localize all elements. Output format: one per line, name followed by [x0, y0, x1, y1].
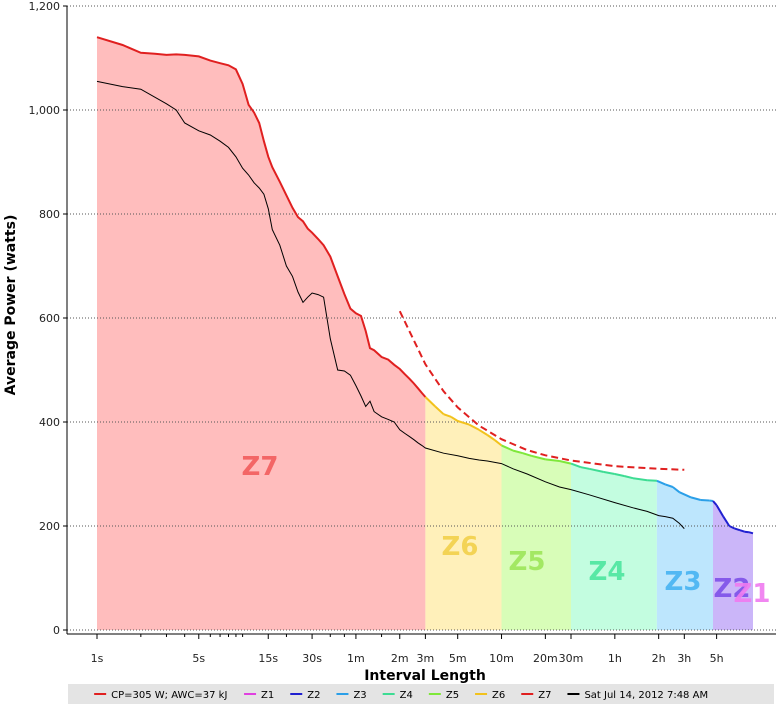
series-segment-z2 — [734, 527, 741, 532]
x-tick-label: 3h — [677, 652, 691, 665]
x-tick-label: 1h — [608, 652, 622, 665]
y-tick-label: 200 — [39, 520, 60, 533]
x-tick-label: 2m — [391, 652, 409, 665]
legend-item-label: Sat Jul 14, 2012 7:48 AM — [584, 690, 708, 701]
series-segment-z6 — [486, 434, 496, 442]
x-tick-label: 20m — [533, 652, 558, 665]
zone-band-z6 — [425, 397, 502, 630]
zone-band-z2 — [713, 501, 753, 630]
x-tick-label: 5s — [192, 652, 205, 665]
y-tick-label: 600 — [39, 312, 60, 325]
axes — [63, 5, 776, 639]
series-lines — [96, 36, 754, 535]
series-segment-z4 — [647, 479, 657, 482]
series-line-ride — [96, 80, 685, 529]
series-segment-z4 — [603, 470, 615, 475]
legend-item-label: Z3 — [353, 690, 366, 701]
series-segment-z2 — [712, 500, 718, 506]
legend: CP=305 W; AWC=37 kJ Z1 Z2 Z3 Z4 Z5 Z6 Z7 Sat Jul… — [68, 684, 774, 704]
series-segment-z2 — [722, 516, 731, 527]
series-segment-z6 — [450, 415, 459, 422]
y-tick-label: 1,200 — [29, 0, 61, 13]
series-segment-z3 — [664, 483, 674, 488]
series-segment-z6 — [424, 396, 436, 408]
zone-label-z6: Z6 — [442, 532, 479, 562]
x-tick-label: 5h — [710, 652, 724, 665]
series-segment-z3 — [700, 499, 710, 502]
zone-bands — [97, 37, 753, 630]
series-segment-z6 — [468, 423, 480, 431]
legend-item-label: Z1 — [261, 690, 274, 701]
series-segment-z4 — [624, 475, 634, 480]
series-segment-z4 — [580, 466, 590, 470]
zone-band-z7 — [97, 37, 426, 630]
zone-label-z7: Z7 — [242, 452, 279, 482]
series-segment-z3 — [656, 479, 666, 486]
series-line-best-power — [96, 36, 427, 398]
legend-item-label: Z7 — [538, 690, 551, 701]
zone-label-z2: Z2 — [714, 574, 751, 604]
legend-background — [68, 684, 774, 704]
x-tick-label: 30s — [302, 652, 322, 665]
zone-label-z3: Z3 — [665, 567, 702, 597]
x-tick-label: 2h — [652, 652, 666, 665]
x-tick-label: 15s — [258, 652, 278, 665]
legend-item-label: Z5 — [446, 690, 459, 701]
tick-labels: 0 200 400 600 800 1,000 1,200 1s 5s 15s 30s 1m 2m 3m 5… — [29, 0, 724, 665]
zone-label-z4: Z4 — [589, 557, 626, 587]
x-axis-title: Interval Length — [364, 668, 486, 684]
y-tick-label: 800 — [39, 208, 60, 221]
x-tick-label: 5m — [449, 652, 467, 665]
legend-item-label: Z2 — [307, 690, 320, 701]
x-tick-label: 1s — [91, 652, 104, 665]
zone-label-z1: Z1 — [734, 579, 771, 609]
zone-band-z5 — [501, 445, 571, 630]
series-segment-z2 — [715, 504, 725, 518]
y-axis-title: Average Power (watts) — [3, 215, 19, 396]
zone-band-z3 — [656, 480, 713, 630]
zone-label-z5: Z5 — [509, 547, 546, 577]
series-segment-z4 — [570, 462, 582, 469]
legend-item-label: Z4 — [400, 690, 413, 701]
legend-item-label: Z6 — [492, 690, 505, 701]
series-segment-z5 — [531, 454, 546, 461]
x-tick-label: 30m — [559, 652, 584, 665]
gridlines — [67, 5, 776, 631]
zone-band-z4 — [571, 463, 657, 630]
series-segment-z6 — [434, 405, 445, 415]
series-segment-z5 — [522, 452, 532, 457]
series-segment-z5 — [545, 458, 560, 462]
series-segment-z5 — [512, 449, 524, 455]
series-line-cp-model — [398, 310, 685, 471]
x-tick-label: 10m — [489, 652, 514, 665]
series-segment-z5 — [559, 460, 572, 465]
series-segment-z6 — [478, 428, 488, 436]
y-tick-label: 1,000 — [29, 104, 61, 117]
series-segment-z3 — [690, 496, 701, 501]
y-tick-label: 0 — [53, 624, 60, 637]
series-segment-z3 — [672, 486, 681, 493]
x-tick-label: 1m — [347, 652, 365, 665]
series-segment-z5 — [501, 444, 514, 452]
series-segment-z6 — [494, 439, 503, 447]
series-segment-z2 — [744, 530, 750, 534]
series-segment-z3 — [709, 499, 714, 502]
series-segment-z6 — [457, 420, 470, 426]
series-segment-z4 — [614, 473, 625, 478]
series-segment-z2 — [739, 529, 745, 533]
x-tick-label: 3m — [417, 652, 435, 665]
series-segment-z2 — [728, 525, 736, 530]
series-segment-z6 — [443, 413, 452, 418]
y-tick-label: 400 — [39, 416, 60, 429]
series-segment-z2 — [748, 531, 754, 535]
series-segment-z4 — [588, 467, 604, 473]
legend-item-label: CP=305 W; AWC=37 kJ — [111, 690, 227, 701]
series-segment-z3 — [678, 491, 692, 499]
series-segment-z4 — [632, 477, 648, 482]
